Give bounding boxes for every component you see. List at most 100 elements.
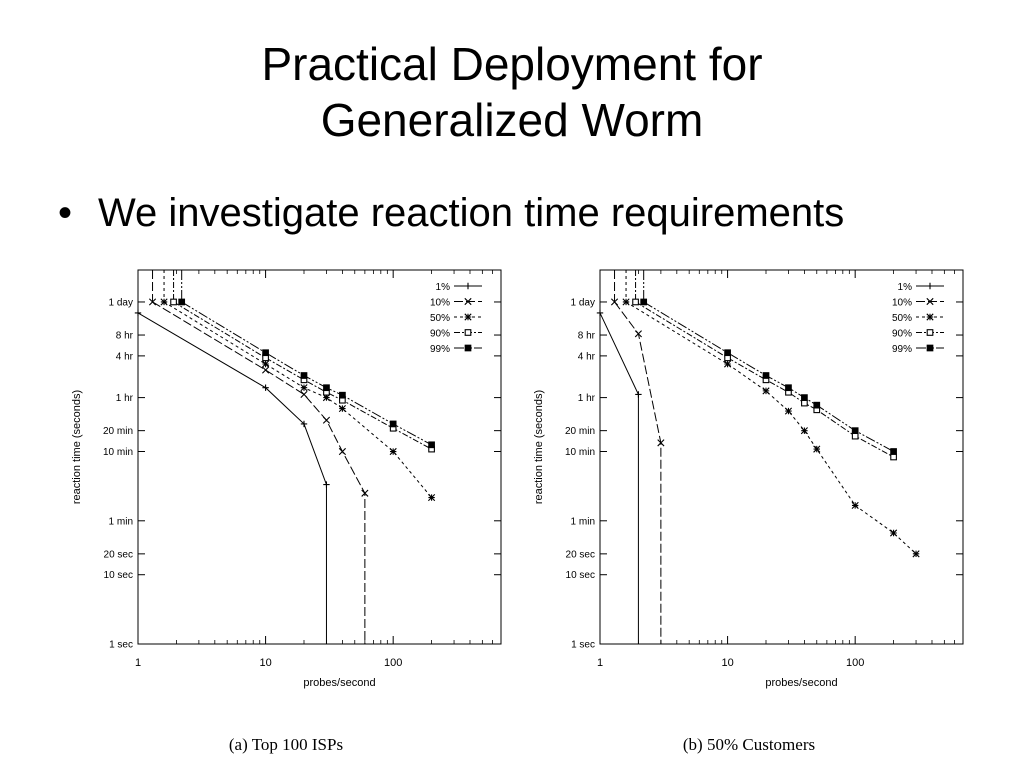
legend-marker [464, 297, 472, 306]
data-point [762, 372, 770, 379]
y-tick-label: 8 hr [578, 331, 596, 342]
y-tick-label: 4 hr [116, 351, 134, 362]
chart-caption-a: (a) Top 100 ISPs [228, 735, 344, 754]
y-tick-label: 1 sec [109, 640, 133, 651]
legend-marker [464, 282, 472, 290]
series-line [599, 312, 639, 644]
legend-label: 99% [892, 344, 912, 355]
data-point [322, 416, 331, 424]
x-tick-label: 100 [846, 657, 864, 669]
data-point [640, 298, 648, 306]
data-point [261, 366, 270, 374]
x-tick-label: 100 [384, 657, 402, 669]
data-point [148, 298, 157, 306]
data-point [338, 447, 346, 456]
y-tick-label: 20 sec [566, 549, 595, 560]
legend-marker [464, 344, 472, 352]
legend-label: 10% [892, 298, 912, 309]
chart-caption-b: (b) 50% Customers [682, 735, 816, 754]
y-tick-label: 10 sec [104, 570, 133, 581]
y-tick-label: 1 min [109, 516, 133, 527]
slide-title: Practical Deployment for Generalized Wor… [0, 36, 1024, 148]
y-axis-label: reaction time (seconds) [533, 390, 545, 504]
series-1%: 1% [596, 270, 944, 644]
data-point [361, 489, 369, 497]
series-50%: 50% [160, 270, 482, 502]
bullet-text: We investigate reaction time requirement… [98, 191, 845, 235]
series-90%: 90% [170, 270, 482, 453]
y-tick-label: 1 min [571, 516, 595, 527]
data-point [632, 298, 639, 306]
data-point [323, 384, 330, 392]
data-point [338, 404, 346, 413]
bullet-marker: • [58, 191, 73, 235]
legend-marker [926, 282, 934, 290]
y-tick-label: 1 hr [578, 393, 596, 404]
series-line [614, 301, 662, 644]
data-point [178, 298, 186, 306]
slide-title-line-2: Generalized Worm [320, 94, 704, 146]
x-tick-label: 10 [259, 657, 271, 669]
data-point [723, 360, 732, 368]
y-tick-label: 4 hr [578, 351, 596, 362]
data-point [813, 401, 821, 409]
legend-marker [464, 329, 472, 336]
plot-frame [599, 269, 964, 645]
legend-marker [926, 297, 934, 306]
data-point [261, 360, 270, 368]
y-tick-label: 8 hr [116, 331, 134, 342]
data-point [134, 309, 142, 317]
data-point [889, 529, 898, 537]
legend-label: 50% [892, 313, 912, 324]
chart-top-100-isps: 1 10 100 1 sec 10 sec 20 sec 1 min 10 min 20 min… [71, 269, 502, 689]
x-axis-label: probes/second [303, 677, 375, 689]
data-point [784, 407, 793, 415]
series-50%: 50% [622, 270, 944, 558]
legend-label: 10% [430, 298, 450, 309]
series-10%: 10% [610, 270, 944, 644]
series-99%: 99% [178, 270, 482, 449]
data-point [339, 391, 346, 399]
series-line [137, 312, 327, 644]
y-tick-label: 1 hr [116, 393, 134, 404]
series-line [643, 301, 894, 452]
data-point [262, 384, 269, 391]
data-point [724, 349, 731, 357]
y-tick-label: 1 sec [571, 640, 595, 651]
y-tick-label: 10 min [103, 447, 133, 458]
y-tick-label: 20 sec [104, 549, 133, 560]
y-tick-label: 1 day [109, 297, 133, 308]
x-axis-label: probes/second [765, 677, 837, 689]
data-point [160, 298, 168, 306]
y-tick-label: 20 min [103, 426, 133, 437]
data-point [389, 420, 397, 428]
series-1%: 1% [134, 270, 482, 644]
legend-marker [464, 313, 472, 321]
data-point [323, 481, 330, 488]
legend-label: 99% [430, 344, 450, 355]
legend-marker [926, 329, 934, 336]
legend-marker [926, 344, 934, 352]
x-tick-label: 1 [135, 657, 141, 669]
data-point [635, 391, 642, 398]
data-point [428, 441, 435, 449]
data-point [785, 384, 792, 392]
data-point [657, 439, 665, 447]
bullet-item: • We investigate reaction time requiremen… [58, 188, 844, 238]
series-line [163, 301, 432, 498]
legend-label: 1% [898, 282, 913, 293]
data-point [912, 550, 920, 558]
data-point [322, 394, 331, 402]
legend-label: 90% [430, 329, 450, 340]
data-point [851, 432, 859, 440]
plot-frame [137, 269, 502, 645]
data-point [622, 298, 630, 306]
data-point [300, 384, 308, 392]
data-point [762, 387, 770, 395]
data-point [851, 427, 859, 435]
chart-50-percent-customers: 1 10 100 1 sec 10 sec 20 sec 1 min 10 min 20 min… [533, 269, 964, 689]
y-tick-label: 10 min [565, 447, 595, 458]
y-tick-label: 10 sec [566, 570, 595, 581]
data-point [610, 298, 619, 306]
legend-label: 90% [892, 329, 912, 340]
